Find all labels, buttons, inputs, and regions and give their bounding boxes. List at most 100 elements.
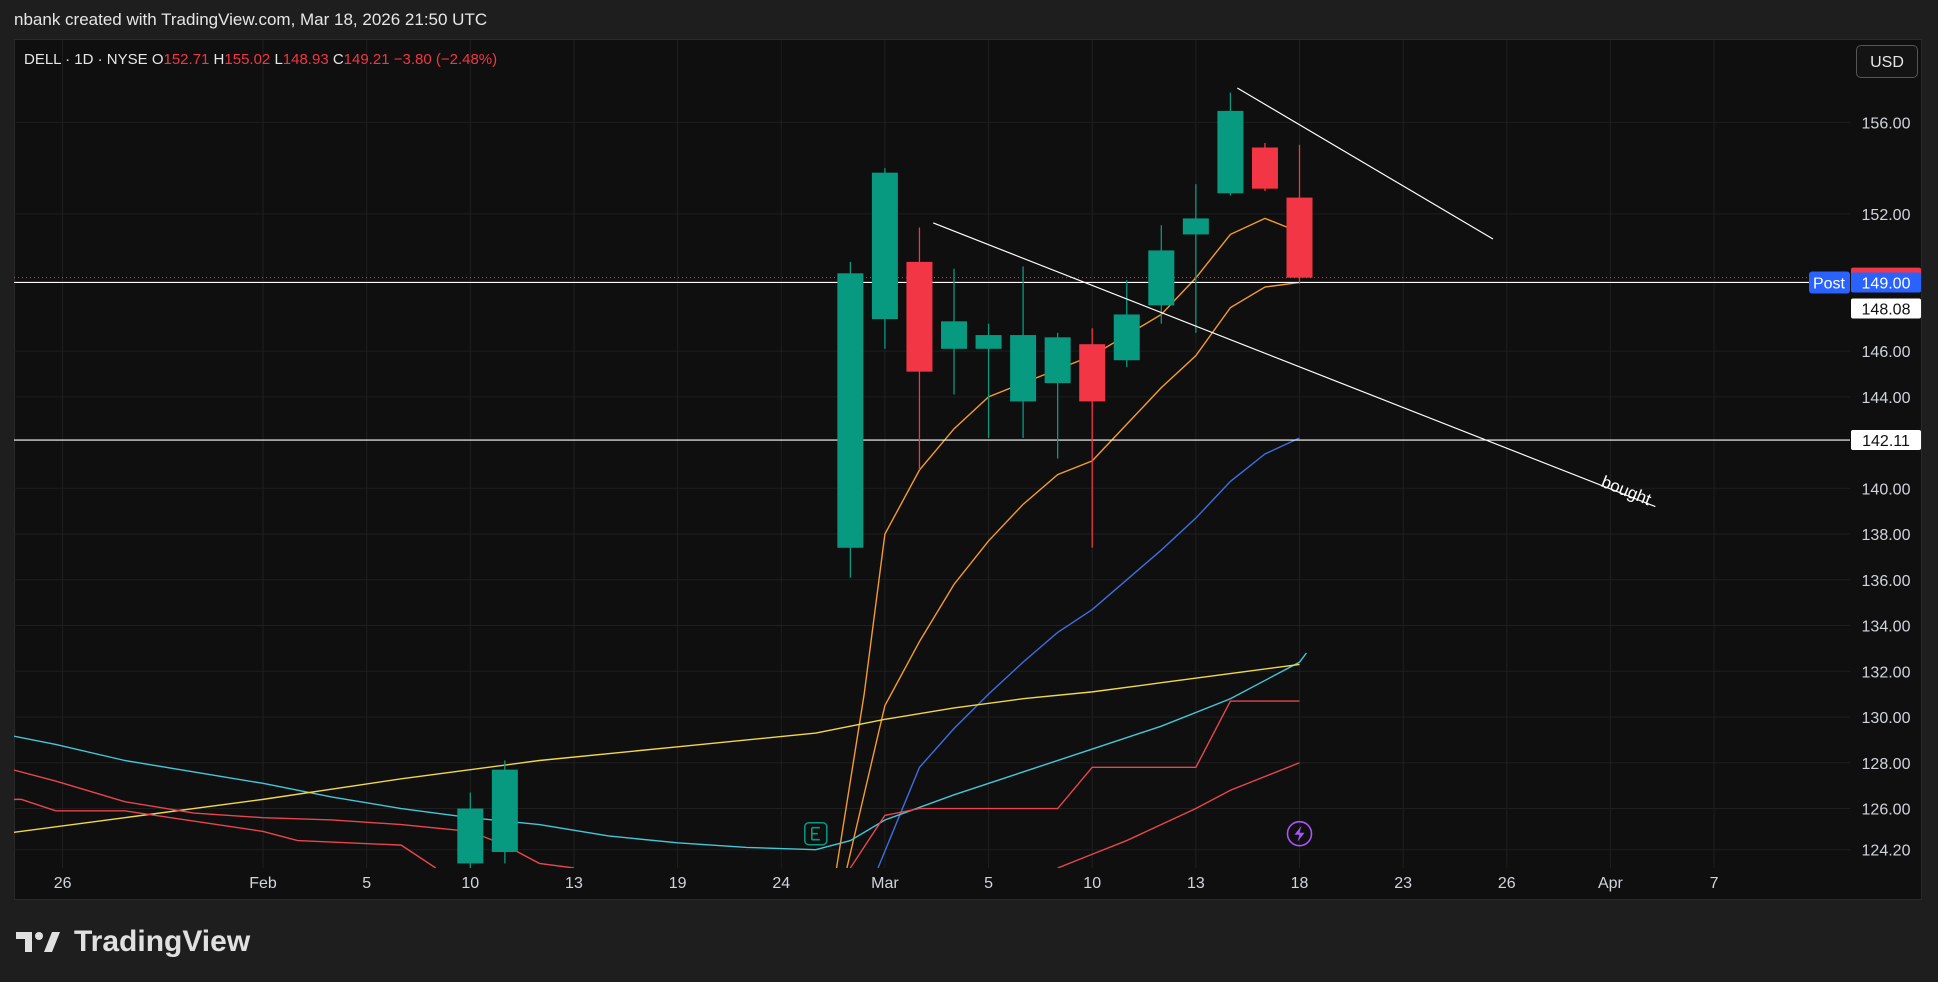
y-tick-label: 140.00 — [1862, 481, 1911, 498]
x-tick-label: 13 — [1187, 875, 1205, 892]
candle — [1251, 142, 1278, 191]
candle — [1148, 225, 1175, 324]
y-tick-label: 144.00 — [1862, 390, 1911, 407]
lightning-icon-bolt — [1294, 825, 1305, 842]
candle-body — [1217, 110, 1244, 194]
candle-body — [975, 335, 1002, 349]
y-tick-label: 130.00 — [1862, 710, 1911, 727]
x-tick-label: 23 — [1394, 875, 1412, 892]
moving-average-line — [835, 217, 1300, 868]
moving-average-line — [846, 281, 1300, 868]
earnings-icon-glyph — [811, 826, 820, 841]
y-tick-label: 124.20 — [1862, 843, 1911, 860]
attribution-text: nbank created with TradingView.com, Mar … — [14, 10, 488, 29]
x-tick-label: Apr — [1598, 875, 1624, 892]
x-tick-label: 26 — [1498, 875, 1516, 892]
moving-average-line — [14, 663, 1300, 834]
ohlc-key: C — [333, 51, 344, 68]
candles — [457, 92, 1313, 868]
trendline — [1237, 87, 1494, 240]
ohlc-value: 148.93 — [283, 51, 333, 68]
ohlc-legend: DELL · 1D · NYSE O152.71 H155.02 L148.93… — [24, 51, 497, 68]
symbol-text: DELL · 1D · NYSE — [24, 51, 152, 68]
x-tick-label: 18 — [1291, 875, 1309, 892]
candle-body — [1010, 335, 1037, 402]
post-tag-box — [1809, 271, 1850, 294]
y-tick-label: 126.00 — [1862, 802, 1911, 819]
price-label-box — [1851, 430, 1921, 451]
x-tick-label: Feb — [249, 875, 277, 892]
candle-body — [1079, 344, 1106, 402]
x-tick-label: 5 — [362, 875, 371, 892]
y-tick-label: 152.00 — [1862, 207, 1911, 224]
candle-body — [1148, 250, 1175, 306]
candle-body — [837, 273, 864, 548]
candle-body — [1182, 218, 1209, 235]
annotation-label: bought — [1599, 472, 1655, 509]
grid-lines — [14, 40, 1850, 868]
y-tick-label: 156.00 — [1862, 115, 1911, 132]
candle — [1182, 184, 1209, 333]
x-tick-label: 24 — [772, 875, 790, 892]
candle-body — [491, 769, 518, 852]
brand-footer: TradingView — [14, 920, 250, 964]
candle-body — [871, 172, 898, 320]
price-label-box — [1851, 272, 1921, 293]
candle — [491, 760, 518, 864]
brand-name: TradingView — [74, 925, 251, 958]
y-tick-label: 138.00 — [1862, 527, 1911, 544]
x-tick-label: Mar — [871, 875, 899, 892]
y-axis: 156.00 152.00 146.00 144.00 140.00 138.00 136.… — [1862, 115, 1911, 859]
lightning-icon-ring — [1286, 820, 1313, 847]
price-label-text: 142.11 — [1862, 433, 1910, 450]
moving-average-line — [14, 798, 437, 868]
candle — [1010, 266, 1037, 438]
x-tick-label: 10 — [461, 875, 479, 892]
tradingview-logo-icon — [16, 932, 60, 952]
price-label-plain: 148.08 — [1851, 298, 1921, 319]
candle-body — [1044, 337, 1071, 384]
ohlc-value: 155.02 — [224, 51, 274, 68]
candle-body — [1251, 147, 1278, 189]
currency-button[interactable]: USD — [1856, 45, 1918, 78]
y-tick-label: 146.00 — [1862, 344, 1911, 361]
earnings-icon — [804, 821, 828, 846]
ohlc-value: 152.71 — [164, 51, 214, 68]
x-tick-label: 7 — [1710, 875, 1719, 892]
x-axis: 26 Feb 5 10 13 19 24 Mar 5 10 13 18 23 26 Apr 7 — [54, 875, 1719, 892]
candle — [1079, 328, 1106, 548]
price-label-text: 148.08 — [1862, 301, 1911, 318]
y-tick-label: 136.00 — [1862, 573, 1911, 590]
trendline — [933, 222, 1656, 508]
x-tick-label: 19 — [669, 875, 687, 892]
price-label-plain: 142.11 — [1851, 430, 1921, 451]
ohlc-key: L — [274, 51, 282, 68]
lightning-icon — [1286, 820, 1313, 847]
x-tick-label: 13 — [565, 875, 583, 892]
moving-average-line — [877, 437, 1300, 868]
post-tag-text: Post — [1813, 275, 1846, 292]
x-tick-label: 5 — [984, 875, 993, 892]
price-label-post: 149.00 Post — [1809, 271, 1921, 294]
candle — [1044, 332, 1071, 459]
chart-area[interactable] — [14, 39, 1922, 900]
candle — [1113, 280, 1140, 368]
moving-average-line — [849, 700, 1300, 868]
ohlc-key: H — [214, 51, 225, 68]
candle-body — [941, 321, 967, 349]
ohlc-value: 149.21 — [344, 51, 394, 68]
candle-body — [457, 808, 484, 864]
candle — [1217, 92, 1244, 196]
moving-average-line — [1057, 762, 1300, 868]
candle — [871, 168, 898, 349]
price-label-box — [1851, 298, 1921, 319]
price-label-text: 149.00 — [1862, 275, 1911, 292]
x-tick-label: 26 — [54, 875, 72, 892]
y-tick-label: 134.00 — [1862, 619, 1911, 636]
ohlc-key: O — [152, 51, 164, 68]
candle-body — [1286, 197, 1313, 278]
candle-body — [906, 261, 933, 372]
y-tick-label: 132.00 — [1862, 664, 1911, 681]
candle-body — [1113, 314, 1140, 361]
